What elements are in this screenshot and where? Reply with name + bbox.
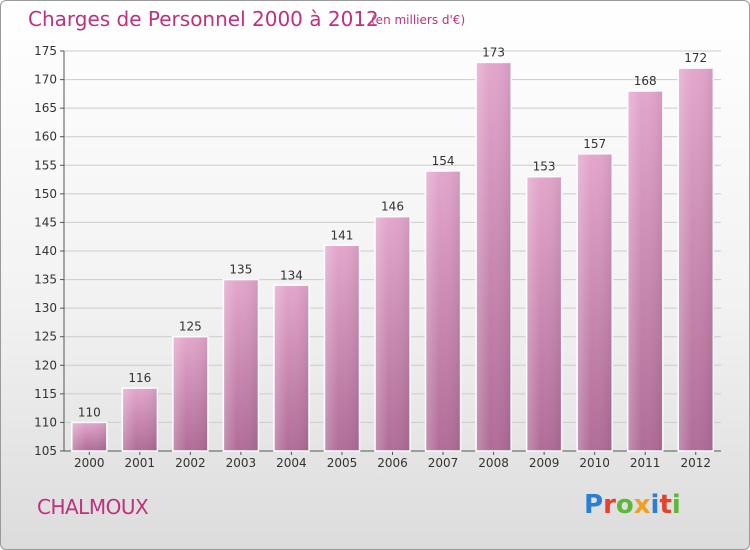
logo-letter: r <box>603 490 616 520</box>
bar-value-label: 146 <box>381 200 404 214</box>
bar-shade <box>324 245 360 451</box>
chart-title: Charges de Personnel 2000 à 2012 <box>28 7 379 31</box>
y-tick-label: 120 <box>34 358 57 372</box>
bar-shade <box>425 171 461 451</box>
y-tick-label: 150 <box>34 187 57 201</box>
value-labels: 110 116 125 135 134 141 146 154 173 153 157 168 172 <box>78 45 707 419</box>
bar-shade <box>223 279 259 451</box>
bar-shade <box>526 176 562 451</box>
bar-shade <box>476 62 512 452</box>
y-tick-label: 165 <box>34 101 57 115</box>
y-tick-label: 130 <box>34 301 57 315</box>
bar-value-label: 125 <box>179 320 202 334</box>
y-tick-label: 140 <box>34 244 57 258</box>
bar-value-label: 141 <box>331 228 354 242</box>
bar-value-label: 173 <box>482 45 505 59</box>
y-tick-label: 170 <box>34 73 57 87</box>
y-tick-label: 105 <box>34 444 57 458</box>
x-tick-label: 2008 <box>478 456 509 470</box>
x-tick-label: 2004 <box>276 456 307 470</box>
y-tick-label: 110 <box>34 415 57 429</box>
logo-letter: t <box>659 490 672 520</box>
bars <box>71 61 714 452</box>
bar-value-label: 168 <box>634 74 657 88</box>
x-tick-label: 2005 <box>327 456 358 470</box>
bar-value-label: 154 <box>432 154 455 168</box>
y-tick-label: 115 <box>34 387 57 401</box>
bar-value-label: 134 <box>280 268 303 282</box>
logo-letter: P <box>584 490 604 520</box>
x-tick-label: 2001 <box>125 456 156 470</box>
x-tick-label: 2011 <box>630 456 661 470</box>
x-tick-label: 2007 <box>428 456 459 470</box>
bar-shade <box>122 388 158 451</box>
bar-shade <box>375 216 410 451</box>
axes: 105 110 115 120 125 130 135 140 145 150 155 160 165 1… <box>34 44 721 470</box>
bar-value-label: 157 <box>583 137 606 151</box>
bar-value-label: 110 <box>78 405 101 419</box>
bar-value-label: 135 <box>229 263 252 277</box>
y-tick-label: 175 <box>34 44 57 58</box>
logo-letter: o <box>615 490 634 520</box>
bar-value-label: 172 <box>684 51 707 65</box>
x-tick-label: 2006 <box>377 456 408 470</box>
x-tick-label: 2009 <box>529 456 560 470</box>
y-tick-label: 155 <box>34 158 57 172</box>
x-tick-label: 2003 <box>226 456 257 470</box>
bar-value-label: 153 <box>533 160 556 174</box>
bar-value-label: 116 <box>128 371 151 385</box>
chart-subtitle: (en milliers d'€) <box>371 13 466 27</box>
x-tick-label: 2002 <box>175 456 206 470</box>
logo-letter: x <box>633 490 651 520</box>
bar-shade <box>577 153 613 451</box>
y-tick-label: 160 <box>34 130 57 144</box>
bar-shade <box>71 422 107 451</box>
logo-letter: i <box>650 490 660 520</box>
x-tick-label: 2012 <box>680 456 711 470</box>
bar-shade <box>172 336 208 451</box>
bar-shade <box>678 68 714 452</box>
proxiti-logo: Proxiti <box>584 490 681 520</box>
logo-letter: i <box>671 490 681 520</box>
bar-shade <box>627 91 663 451</box>
bar-shade <box>273 285 309 451</box>
y-tick-label: 135 <box>34 273 57 287</box>
x-tick-label: 2010 <box>579 456 610 470</box>
x-tick-label: 2000 <box>74 456 105 470</box>
y-tick-label: 145 <box>34 215 57 229</box>
y-tick-label: 125 <box>34 330 57 344</box>
city-name: CHALMOUX <box>37 495 149 519</box>
